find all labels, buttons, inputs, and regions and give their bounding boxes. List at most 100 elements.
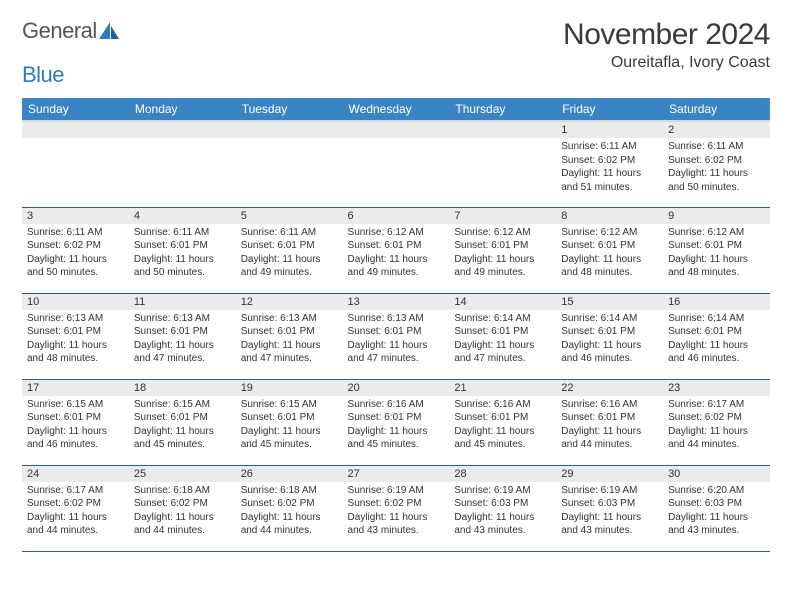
daylight-text: Daylight: 11 hours and 43 minutes. [348,511,445,538]
day-details: Sunrise: 6:14 AMSunset: 6:01 PMDaylight:… [449,310,556,370]
calendar-day-cell: 11Sunrise: 6:13 AMSunset: 6:01 PMDayligh… [129,293,236,379]
sunset-text: Sunset: 6:02 PM [561,154,658,168]
sunrise-text: Sunrise: 6:12 AM [561,226,658,240]
calendar-day-cell: 13Sunrise: 6:13 AMSunset: 6:01 PMDayligh… [343,293,450,379]
calendar-day-cell: 20Sunrise: 6:16 AMSunset: 6:01 PMDayligh… [343,379,450,465]
day-details: Sunrise: 6:15 AMSunset: 6:01 PMDaylight:… [22,396,129,456]
sunrise-text: Sunrise: 6:18 AM [134,484,231,498]
day-number: 7 [449,208,556,224]
daylight-text: Daylight: 11 hours and 51 minutes. [561,167,658,194]
day-details: Sunrise: 6:13 AMSunset: 6:01 PMDaylight:… [22,310,129,370]
sunset-text: Sunset: 6:03 PM [454,497,551,511]
day-number [449,122,556,138]
brand-word-1: General [22,18,97,44]
daylight-text: Daylight: 11 hours and 49 minutes. [454,253,551,280]
sunrise-text: Sunrise: 6:11 AM [561,140,658,154]
calendar-day-cell: 30Sunrise: 6:20 AMSunset: 6:03 PMDayligh… [663,465,770,551]
brand-sail-icon [99,22,121,40]
day-details: Sunrise: 6:12 AMSunset: 6:01 PMDaylight:… [343,224,450,284]
day-number: 9 [663,208,770,224]
sunset-text: Sunset: 6:01 PM [241,325,338,339]
day-details: Sunrise: 6:18 AMSunset: 6:02 PMDaylight:… [129,482,236,542]
sunset-text: Sunset: 6:01 PM [668,239,765,253]
calendar-day-cell: 4Sunrise: 6:11 AMSunset: 6:01 PMDaylight… [129,207,236,293]
calendar-day-cell: 6Sunrise: 6:12 AMSunset: 6:01 PMDaylight… [343,207,450,293]
sunrise-text: Sunrise: 6:18 AM [241,484,338,498]
sunrise-text: Sunrise: 6:11 AM [27,226,124,240]
sunrise-text: Sunrise: 6:12 AM [668,226,765,240]
month-title: November 2024 [563,18,770,52]
day-details: Sunrise: 6:13 AMSunset: 6:01 PMDaylight:… [129,310,236,370]
day-number: 17 [22,380,129,396]
daylight-text: Daylight: 11 hours and 43 minutes. [454,511,551,538]
calendar-day-cell: 7Sunrise: 6:12 AMSunset: 6:01 PMDaylight… [449,207,556,293]
sunset-text: Sunset: 6:01 PM [27,411,124,425]
day-number: 21 [449,380,556,396]
sunset-text: Sunset: 6:01 PM [348,411,445,425]
sunset-text: Sunset: 6:02 PM [348,497,445,511]
calendar-day-cell: 22Sunrise: 6:16 AMSunset: 6:01 PMDayligh… [556,379,663,465]
sunrise-text: Sunrise: 6:16 AM [561,398,658,412]
calendar-day-cell: 21Sunrise: 6:16 AMSunset: 6:01 PMDayligh… [449,379,556,465]
day-number: 2 [663,122,770,138]
sunrise-text: Sunrise: 6:14 AM [561,312,658,326]
day-number [22,122,129,138]
day-number: 12 [236,294,343,310]
sunset-text: Sunset: 6:01 PM [348,239,445,253]
day-details: Sunrise: 6:12 AMSunset: 6:01 PMDaylight:… [663,224,770,284]
calendar-day-cell: 12Sunrise: 6:13 AMSunset: 6:01 PMDayligh… [236,293,343,379]
calendar-day-cell: 16Sunrise: 6:14 AMSunset: 6:01 PMDayligh… [663,293,770,379]
daylight-text: Daylight: 11 hours and 48 minutes. [561,253,658,280]
calendar-day-cell: 17Sunrise: 6:15 AMSunset: 6:01 PMDayligh… [22,379,129,465]
day-details: Sunrise: 6:13 AMSunset: 6:01 PMDaylight:… [236,310,343,370]
day-number: 6 [343,208,450,224]
calendar-day-cell: 10Sunrise: 6:13 AMSunset: 6:01 PMDayligh… [22,293,129,379]
sunset-text: Sunset: 6:01 PM [134,239,231,253]
sunset-text: Sunset: 6:01 PM [454,325,551,339]
day-number: 15 [556,294,663,310]
calendar-day-cell [22,121,129,207]
day-number: 23 [663,380,770,396]
day-details: Sunrise: 6:14 AMSunset: 6:01 PMDaylight:… [556,310,663,370]
sunset-text: Sunset: 6:01 PM [561,411,658,425]
calendar-day-cell: 9Sunrise: 6:12 AMSunset: 6:01 PMDaylight… [663,207,770,293]
calendar-day-cell [343,121,450,207]
sunrise-text: Sunrise: 6:15 AM [134,398,231,412]
day-number: 18 [129,380,236,396]
sunset-text: Sunset: 6:02 PM [27,497,124,511]
day-number [236,122,343,138]
calendar-day-cell [129,121,236,207]
day-number: 4 [129,208,236,224]
sunset-text: Sunset: 6:01 PM [241,411,338,425]
calendar-week-row: 10Sunrise: 6:13 AMSunset: 6:01 PMDayligh… [22,293,770,379]
day-header: Wednesday [343,98,450,121]
daylight-text: Daylight: 11 hours and 44 minutes. [27,511,124,538]
daylight-text: Daylight: 11 hours and 43 minutes. [561,511,658,538]
day-number [343,122,450,138]
calendar-day-cell: 14Sunrise: 6:14 AMSunset: 6:01 PMDayligh… [449,293,556,379]
day-details: Sunrise: 6:18 AMSunset: 6:02 PMDaylight:… [236,482,343,542]
daylight-text: Daylight: 11 hours and 48 minutes. [668,253,765,280]
calendar-day-cell: 8Sunrise: 6:12 AMSunset: 6:01 PMDaylight… [556,207,663,293]
day-number: 5 [236,208,343,224]
calendar-day-cell: 26Sunrise: 6:18 AMSunset: 6:02 PMDayligh… [236,465,343,551]
sunset-text: Sunset: 6:01 PM [561,325,658,339]
sunrise-text: Sunrise: 6:12 AM [454,226,551,240]
sunrise-text: Sunrise: 6:19 AM [348,484,445,498]
daylight-text: Daylight: 11 hours and 48 minutes. [27,339,124,366]
day-number: 8 [556,208,663,224]
daylight-text: Daylight: 11 hours and 50 minutes. [27,253,124,280]
calendar-day-cell: 2Sunrise: 6:11 AMSunset: 6:02 PMDaylight… [663,121,770,207]
day-details: Sunrise: 6:15 AMSunset: 6:01 PMDaylight:… [236,396,343,456]
calendar-day-cell: 23Sunrise: 6:17 AMSunset: 6:02 PMDayligh… [663,379,770,465]
sunrise-text: Sunrise: 6:16 AM [454,398,551,412]
sunset-text: Sunset: 6:03 PM [668,497,765,511]
day-number: 24 [22,466,129,482]
day-number: 30 [663,466,770,482]
sunrise-text: Sunrise: 6:13 AM [241,312,338,326]
day-header: Monday [129,98,236,121]
calendar-day-cell: 19Sunrise: 6:15 AMSunset: 6:01 PMDayligh… [236,379,343,465]
sunrise-text: Sunrise: 6:17 AM [668,398,765,412]
calendar-day-cell: 28Sunrise: 6:19 AMSunset: 6:03 PMDayligh… [449,465,556,551]
sunrise-text: Sunrise: 6:11 AM [134,226,231,240]
